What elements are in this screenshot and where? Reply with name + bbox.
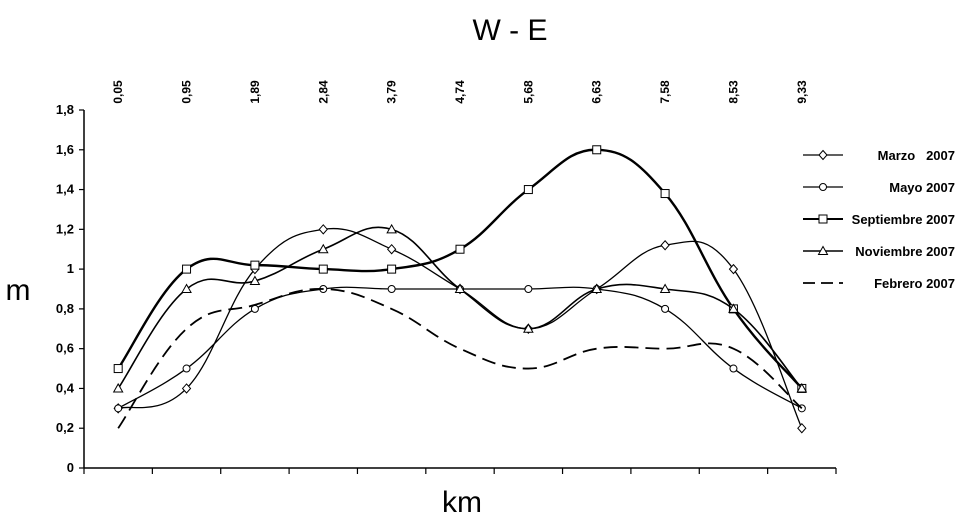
data-point	[592, 145, 602, 155]
y-tick-label: 1	[67, 261, 74, 276]
y-tick-label: 1,2	[56, 221, 74, 236]
x-tick-label: 4,74	[453, 80, 467, 104]
data-point	[317, 243, 329, 254]
data-point	[728, 303, 739, 313]
data-point	[455, 244, 465, 254]
legend-label: Mayo 2007	[889, 180, 955, 195]
legend-label: Septiembre 2007	[852, 212, 955, 227]
x-tick-label: 2,84	[316, 80, 330, 104]
x-tick-label: 5,68	[521, 80, 535, 104]
data-point	[182, 364, 191, 373]
data-point	[524, 285, 533, 293]
x-tick-label: 8,53	[726, 80, 740, 104]
data-point	[182, 264, 192, 274]
series-septiembre-2007	[113, 145, 807, 393]
data-point	[797, 422, 807, 434]
legend-marker	[817, 245, 829, 255]
y-tick-label: 0,8	[56, 301, 74, 316]
legend-label: Marzo 2007	[878, 148, 955, 163]
data-point	[181, 383, 192, 394]
legend-item: Febrero 2007	[803, 276, 955, 291]
data-point	[386, 243, 397, 255]
legend-marker	[819, 183, 827, 191]
x-tick-label: 9,33	[795, 80, 809, 104]
axes: 0 0,2 0,4 0,6 0,8 1 1,2 1,4 1,6 1,8 0,05 0,95 1,89 2,…	[56, 80, 837, 475]
data-point	[113, 364, 123, 374]
y-tick-label: 0,4	[56, 380, 75, 395]
x-axis-label: km	[442, 486, 482, 519]
x-tick-label: 3,79	[385, 80, 399, 104]
data-point	[250, 260, 260, 270]
data-point	[523, 323, 534, 333]
legend-item: Septiembre 2007	[803, 212, 955, 227]
data-point	[660, 189, 670, 199]
y-tick-label: 1,8	[56, 102, 74, 117]
y-tick-label: 1,4	[56, 182, 75, 197]
series-noviembre-2007	[112, 223, 808, 393]
x-tick-label: 0,05	[111, 80, 125, 104]
data-point	[249, 275, 261, 286]
data-point	[387, 285, 396, 293]
y-tick-label: 0,6	[56, 341, 74, 356]
x-tick-label: 7,58	[658, 80, 672, 104]
series-febrero-2007	[117, 288, 803, 429]
legend-label: Noviembre 2007	[855, 244, 955, 259]
series-mayo-2007	[114, 285, 806, 413]
y-tick-label: 0,2	[56, 420, 74, 435]
legend-item: Noviembre 2007	[803, 244, 955, 259]
series-layer	[112, 145, 808, 434]
legend-marker	[818, 149, 828, 161]
series-line	[117, 286, 803, 409]
data-point	[387, 264, 397, 274]
data-point	[659, 283, 671, 293]
data-point	[523, 185, 533, 195]
legend-item: Mayo 2007	[803, 180, 955, 195]
series-line	[117, 148, 803, 390]
data-point	[660, 239, 670, 251]
legend-label: Febrero 2007	[874, 276, 955, 291]
legend: Marzo 2007 Mayo 2007 Septiembre 2007 Noviem…	[803, 148, 955, 291]
data-point	[728, 263, 739, 275]
data-point	[386, 223, 397, 234]
y-tick-label: 0	[67, 460, 74, 475]
series-line	[117, 288, 803, 429]
data-point	[591, 283, 603, 293]
data-point	[729, 364, 738, 373]
data-point	[114, 404, 123, 413]
data-point	[796, 382, 808, 393]
x-tick-label: 0,95	[180, 80, 194, 104]
data-point	[661, 304, 670, 313]
x-tick-label: 6,63	[590, 80, 604, 104]
data-point	[112, 382, 124, 393]
legend-item: Marzo 2007	[803, 148, 955, 163]
data-point	[318, 264, 328, 274]
data-point	[454, 283, 466, 293]
y-tick-label: 1,6	[56, 142, 74, 157]
y-axis-label: m	[6, 274, 31, 307]
x-tick-label: 1,89	[248, 80, 262, 104]
chart-title: W - E	[473, 14, 548, 47]
data-point	[318, 224, 328, 235]
data-point	[181, 283, 192, 293]
legend-marker	[818, 214, 828, 224]
